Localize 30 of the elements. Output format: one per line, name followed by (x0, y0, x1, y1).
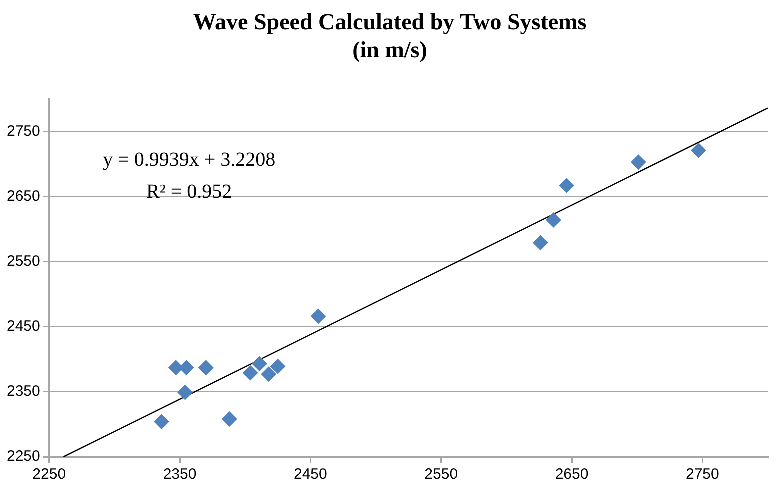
point (179, 360, 194, 376)
annotation: y = 0.9939x + 3.2208 (103, 149, 276, 172)
point (559, 178, 574, 194)
point (270, 359, 286, 374)
point (691, 143, 706, 158)
chart-title: Wave Speed Calculated by Two Systems (in m/s) (193, 10, 587, 62)
point (252, 356, 268, 372)
point (178, 385, 193, 400)
y-tick-label: 2350 (6, 383, 40, 400)
x-tick-label: 2450 (294, 466, 328, 484)
y-tick-label: 2450 (6, 318, 40, 336)
x-tick-label: 2650 (555, 466, 589, 484)
point (533, 235, 548, 250)
point (222, 412, 238, 427)
point (261, 366, 276, 382)
y-tick-label: 2650 (6, 188, 40, 205)
annotation: R² = 0.952 (146, 181, 232, 204)
x-tick-label: 2250 (32, 466, 66, 484)
point (154, 414, 170, 430)
point (546, 212, 562, 228)
point (311, 308, 326, 324)
x-tick-label: 2350 (163, 466, 197, 484)
x-tick-label: 2550 (424, 466, 458, 484)
point (243, 366, 258, 381)
point (198, 360, 214, 376)
x-tick-label: 2750 (686, 466, 720, 484)
y-tick-label: 2750 (6, 122, 40, 140)
point (631, 154, 646, 170)
y-tick-label: 2550 (6, 252, 40, 270)
y-tick-label: 2250 (6, 448, 40, 466)
